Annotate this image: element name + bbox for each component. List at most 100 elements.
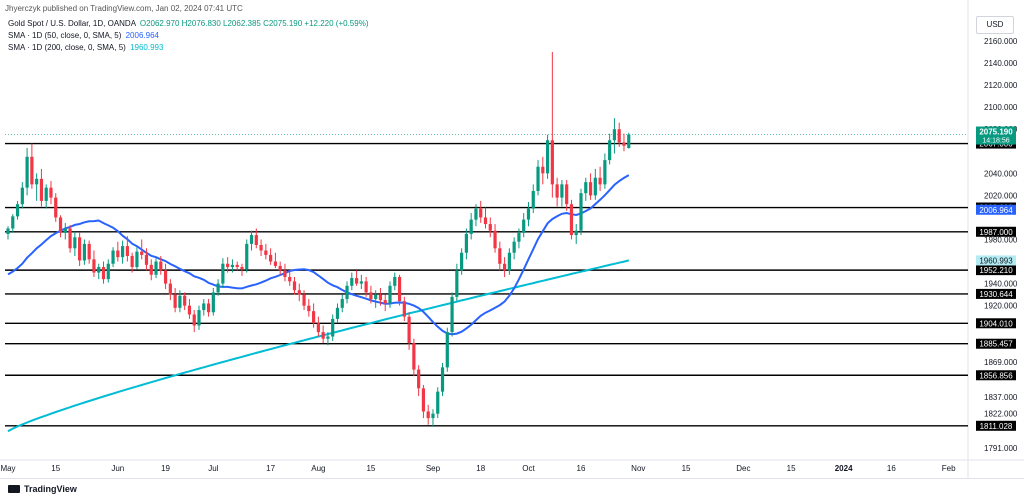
candle-body	[87, 243, 91, 260]
sma200-label[interactable]: SMA · 1D (200, close, 0, SMA, 5)	[8, 43, 126, 52]
candle-body	[393, 276, 397, 286]
candle-body	[159, 261, 163, 271]
y-tick-label: 2160.000	[984, 37, 1018, 46]
y-tick-label: 2120.000	[984, 81, 1018, 90]
candle-body	[426, 411, 430, 419]
current-price-label: 2075.190	[979, 128, 1013, 137]
candle-body	[49, 187, 53, 198]
candle-body	[536, 166, 540, 191]
candle-body	[11, 216, 15, 229]
level-price-label: 1987.000	[979, 228, 1013, 237]
candle-body	[526, 208, 531, 220]
candle-body	[608, 140, 612, 161]
price-axis-group: 2160.0002140.0002120.0002100.0002080.000…	[0, 0, 1024, 478]
candle-body	[574, 230, 578, 236]
candle-body	[402, 301, 406, 317]
candle-body	[503, 263, 507, 271]
level-price-label: 1952.210	[979, 266, 1013, 275]
candle-body	[531, 190, 535, 209]
candle-body	[517, 232, 521, 242]
candle-body	[622, 142, 626, 146]
x-tick-label: Sep	[426, 464, 441, 473]
candle-body	[173, 294, 177, 308]
x-tick-label: 18	[476, 464, 485, 473]
candle-body	[106, 263, 110, 280]
candle-body	[512, 241, 516, 253]
x-tick-label: May	[0, 464, 15, 473]
candle-body	[479, 208, 483, 218]
candle-body	[397, 276, 402, 302]
candle-body	[44, 187, 48, 201]
y-tick-label: 2140.000	[984, 59, 1018, 68]
candle-body	[617, 129, 621, 143]
y-tick-label: 1980.000	[984, 235, 1018, 244]
candle-body	[82, 243, 86, 261]
candle-body	[302, 294, 306, 306]
moving-averages	[7, 174, 630, 433]
x-tick-label: Jul	[208, 464, 218, 473]
x-tick-label: 15	[366, 464, 375, 473]
candle-body	[412, 343, 416, 370]
candle-body	[202, 303, 206, 311]
candle-body	[15, 204, 20, 217]
y-tick-label: 1869.000	[984, 358, 1018, 367]
y-tick-label: 1940.000	[984, 280, 1018, 289]
candle-body	[68, 228, 72, 249]
chart-legend: Gold Spot / U.S. Dollar, 1D, OANDA O2062…	[8, 18, 368, 54]
candle-body	[541, 166, 545, 174]
candle-body	[488, 224, 492, 231]
candle-body	[579, 193, 583, 231]
level-price-label: 1856.856	[979, 371, 1013, 380]
sma50-line	[7, 174, 630, 336]
candle-body	[421, 388, 426, 412]
candle-body	[35, 178, 39, 185]
candle-body	[612, 129, 617, 141]
level-price-tag	[976, 338, 1016, 349]
currency-button[interactable]: USD	[976, 16, 1014, 34]
sma200-value: 1960.993	[130, 43, 164, 52]
candle-body	[230, 264, 235, 268]
candle-body	[469, 219, 473, 234]
x-tick-label: Jun	[111, 464, 124, 473]
candle-body	[6, 228, 10, 234]
candle-body	[269, 254, 273, 262]
candle-body	[288, 276, 292, 282]
candle-body	[593, 177, 597, 196]
sma50-label[interactable]: SMA · 1D (50, close, 0, SMA, 5)	[8, 31, 122, 40]
candle-body	[73, 237, 77, 249]
candle-body	[321, 332, 325, 339]
candle-body	[116, 250, 120, 258]
candle-body	[25, 156, 29, 188]
price-chart[interactable]: 2160.0002140.0002120.0002100.0002080.000…	[0, 0, 1024, 478]
y-tick-label: 1791.000	[984, 444, 1018, 453]
candle-body	[125, 246, 129, 257]
candle-body	[78, 237, 82, 261]
candle-body	[283, 270, 287, 277]
candle-body	[197, 310, 201, 326]
level-price-tag	[976, 226, 1016, 237]
candle-body	[316, 323, 320, 333]
candle-body	[555, 184, 559, 198]
candle-body	[54, 197, 58, 218]
candles-group	[6, 52, 631, 427]
x-tick-label: Feb	[942, 464, 956, 473]
legend-sma200-row: SMA · 1D (200, close, 0, SMA, 5) 1960.99…	[8, 42, 368, 54]
symbol-title[interactable]: Gold Spot / U.S. Dollar, 1D, OANDA	[8, 19, 136, 28]
candle-body	[63, 228, 67, 233]
candle-body	[211, 292, 215, 313]
footer-bar: TradingView	[0, 478, 1024, 498]
legend-sma50-row: SMA · 1D (50, close, 0, SMA, 5) 2006.964	[8, 30, 368, 42]
candle-body	[340, 299, 344, 308]
x-tick-label: Aug	[311, 464, 325, 473]
tradingview-logo[interactable]: TradingView	[8, 484, 77, 494]
x-tick-label: 2024	[835, 464, 853, 473]
candle-body	[307, 305, 311, 312]
x-tick-label: 15	[682, 464, 691, 473]
candle-body	[297, 290, 301, 295]
current-price-tag	[976, 126, 1016, 145]
y-tick-label: 1920.000	[984, 302, 1018, 311]
candle-body	[388, 285, 392, 304]
candle-body	[364, 281, 368, 293]
candle-body	[431, 413, 435, 419]
ohlc-values: O2062.970 H2076.830 L2062.385 C2075.190 …	[139, 19, 369, 28]
